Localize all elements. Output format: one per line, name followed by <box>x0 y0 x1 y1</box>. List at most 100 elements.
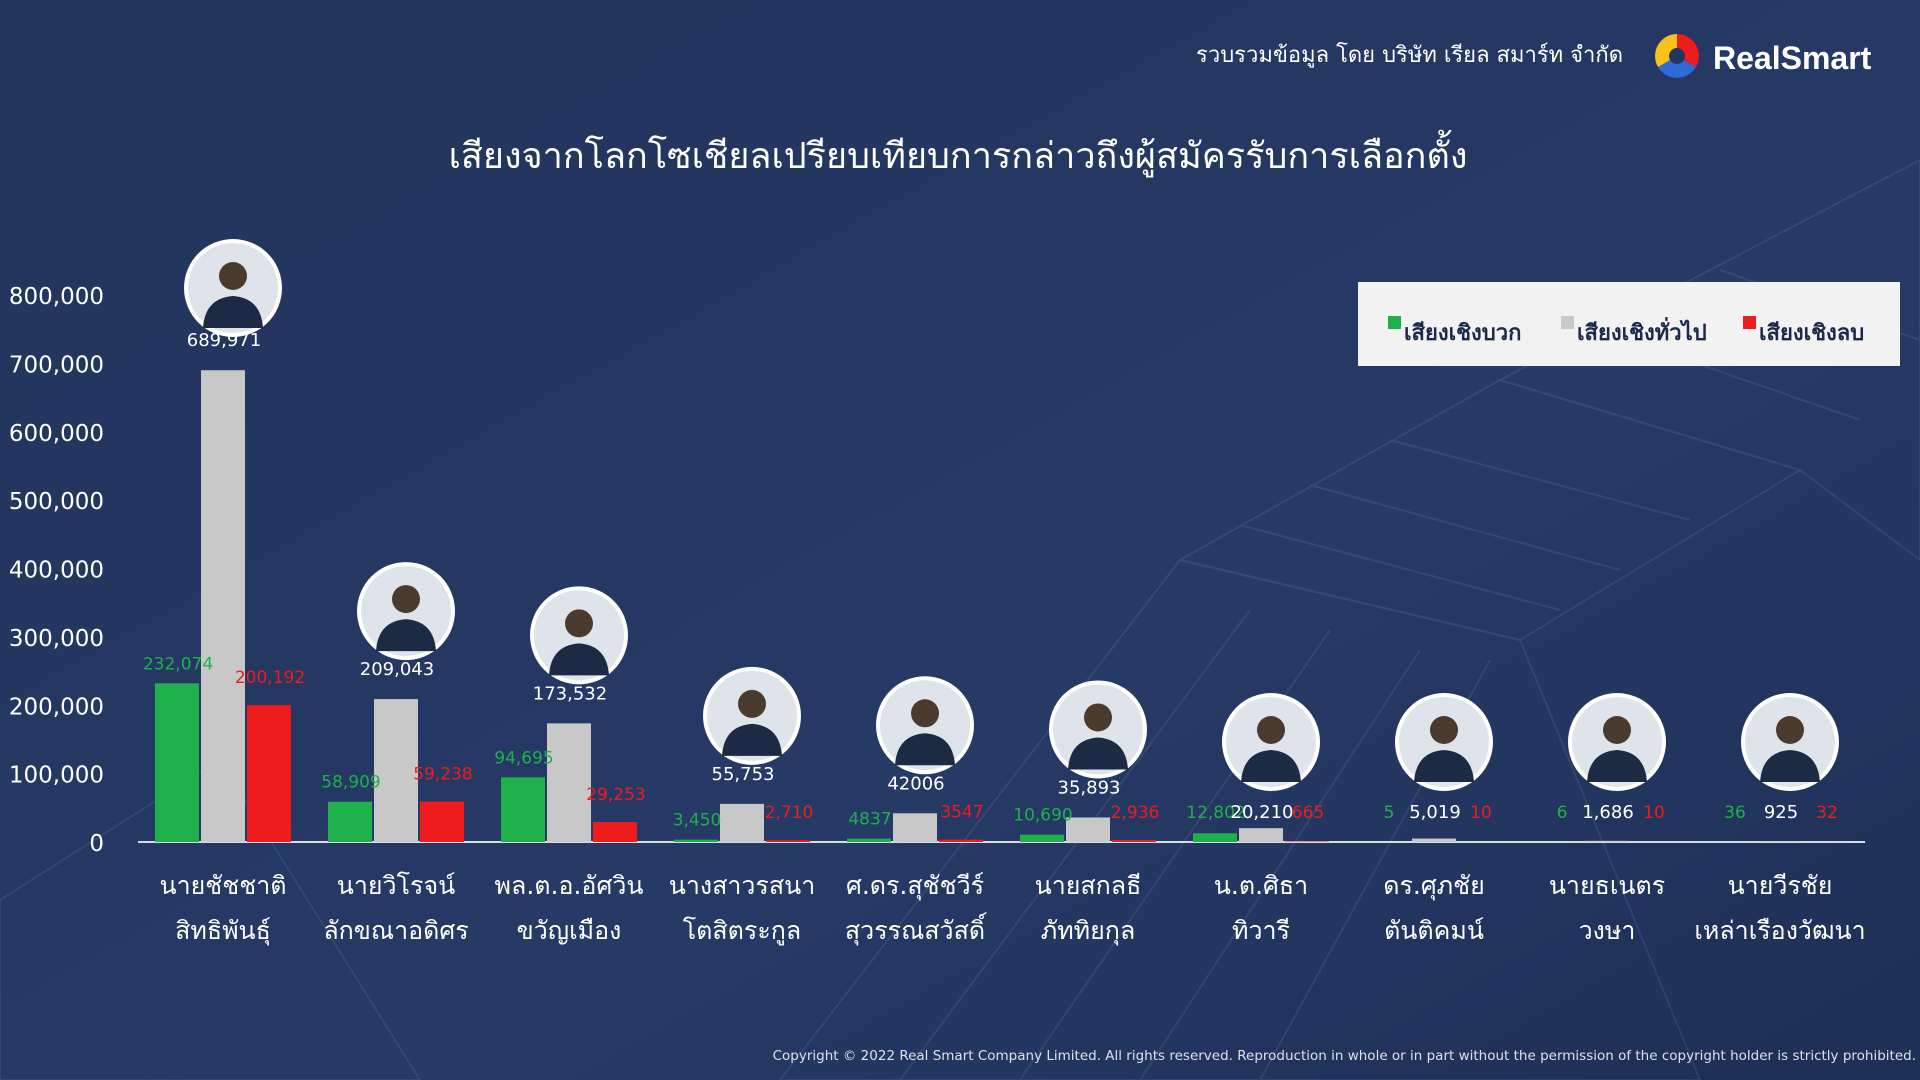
bar-neutral <box>1412 838 1456 842</box>
y-tick-label: 700,000 <box>9 352 104 378</box>
data-label-positive: 6 <box>1557 803 1568 823</box>
bar-neutral <box>720 803 764 842</box>
plot-area: 232,074689,971200,192นายชัชชาติสิทธิพันธ… <box>143 239 1866 946</box>
legend-label-positive: เสียงเชิงบวก <box>1404 321 1521 346</box>
candidate-avatar <box>530 586 628 685</box>
bar-neutral <box>201 370 245 842</box>
bar-neutral <box>893 813 937 842</box>
candidate-group: 94,695 173,532 29,253 พล.ต.อ.อัศวินขวัญเมือ… <box>494 586 646 945</box>
legend-label-negative: เสียงเชิงลบ <box>1759 321 1864 346</box>
legend-label-neutral: เสียงเชิงทั่วไป <box>1577 316 1707 346</box>
data-label-positive: 4837 <box>848 810 891 830</box>
data-label-neutral: 55,753 <box>712 764 775 785</box>
data-label-neutral: 35,893 <box>1058 777 1121 798</box>
data-label-negative: 2,710 <box>765 803 814 823</box>
data-label-positive: 94,695 <box>494 748 553 768</box>
x-category-label: ขวัญเมือง <box>517 916 622 945</box>
data-label-positive: 5 <box>1384 803 1395 823</box>
bar-neutral <box>1066 817 1110 842</box>
bar-neutral <box>1585 840 1629 842</box>
x-category-label: นายธเนตร <box>1549 871 1665 900</box>
data-label-positive: 36 <box>1724 803 1746 823</box>
candidate-avatar <box>1741 693 1839 791</box>
candidate-group: 4837 42006 3547 ศ.ดร.สุชัชวีร์สุวรรณสวัสดิ์ <box>845 676 987 946</box>
candidate-group: 10,690 35,893 2,936 นายสกลธีภัททิยกุล <box>1013 680 1159 946</box>
y-tick-label: 400,000 <box>9 558 104 584</box>
bar-negative <box>939 839 983 842</box>
candidate-avatar <box>1568 693 1666 791</box>
legend: เสียงเชิงบวก เสียงเชิงทั่วไป เสียงเชิงลบ <box>1358 282 1900 366</box>
x-category-label: น.ต.ศิธา <box>1214 871 1308 900</box>
data-label-neutral: 209,043 <box>360 659 434 680</box>
candidate-avatar <box>184 239 282 337</box>
brand-logo <box>1655 34 1699 78</box>
data-label-neutral: 20,210 <box>1231 802 1294 823</box>
data-label-negative: 59,238 <box>413 764 472 784</box>
x-category-label: ดร.ศุภชัย <box>1383 871 1485 901</box>
data-label-positive: 232,074 <box>143 654 213 674</box>
candidate-group: 5 5,019 10 ดร.ศุภชัยตันติคมน์ <box>1366 693 1502 945</box>
data-label-negative: 10 <box>1470 803 1492 823</box>
bar-positive <box>847 838 891 842</box>
x-category-label: ลักขณาอดิศร <box>323 916 468 945</box>
y-tick-label: 500,000 <box>9 489 104 515</box>
source-text: รวบรวมข้อมูล โดย บริษัท เรียล สมาร์ท จำก… <box>1196 42 1623 68</box>
data-label-neutral: 1,686 <box>1582 802 1634 823</box>
data-label-negative: 665 <box>1292 803 1324 823</box>
bar-positive <box>155 683 199 842</box>
bar-positive <box>501 777 545 842</box>
y-tick-label: 300,000 <box>9 626 104 652</box>
y-tick-label: 0 <box>89 831 104 857</box>
bar-neutral <box>374 699 418 842</box>
x-category-label: นายสกลธี <box>1035 871 1142 900</box>
legend-box <box>1358 282 1900 366</box>
bar-neutral <box>1239 828 1283 842</box>
bar-negative <box>247 705 291 842</box>
bar-positive <box>1020 834 1064 842</box>
x-category-label: นายวิโรจน์ <box>337 871 456 900</box>
data-label-negative: 32 <box>1816 803 1838 823</box>
bar-negative <box>593 821 637 842</box>
candidate-avatar <box>1222 693 1320 791</box>
data-label-positive: 12,802 <box>1186 803 1245 823</box>
legend-swatch-positive <box>1388 316 1401 329</box>
data-label-negative: 29,253 <box>586 785 645 805</box>
bar-negative <box>420 801 464 842</box>
data-label-neutral: 925 <box>1764 802 1798 823</box>
legend-swatch-negative <box>1743 316 1756 329</box>
y-tick-label: 600,000 <box>9 421 104 447</box>
data-label-neutral: 5,019 <box>1409 802 1461 823</box>
bar-negative <box>1112 839 1156 842</box>
x-category-label: ภัททิยกุล <box>1041 916 1136 946</box>
data-label-neutral: 173,532 <box>533 683 607 704</box>
x-category-label: ตันติคมน์ <box>1384 916 1484 945</box>
bar-positive <box>1193 833 1237 842</box>
x-category-label: นายวีรชัย <box>1728 871 1833 900</box>
data-label-negative: 200,192 <box>235 668 305 688</box>
chart-title: เสียงจากโลกโซเชียลเปรียบเทียบการกล่าวถึง… <box>449 129 1468 178</box>
data-label-positive: 3,450 <box>673 811 722 831</box>
x-category-label: วงษา <box>1579 916 1636 945</box>
y-tick-label: 200,000 <box>9 694 104 720</box>
copyright-text: Copyright © 2022 Real Smart Company Limi… <box>773 1048 1916 1064</box>
data-label-positive: 58,909 <box>321 773 380 793</box>
brand-name: RealSmart <box>1713 40 1872 76</box>
x-category-label: พล.ต.อ.อัศวิน <box>495 871 644 900</box>
data-label-negative: 3547 <box>940 803 983 823</box>
x-category-label: โตสิตระกูล <box>683 916 801 946</box>
candidate-group: 58,909 209,043 59,238 นายวิโรจน์ลักขณาอดิศร <box>321 562 473 945</box>
data-label-positive: 10,690 <box>1013 806 1072 826</box>
candidate-avatar <box>876 676 974 775</box>
bar-positive <box>328 801 372 842</box>
bar-neutral <box>1758 841 1802 842</box>
candidate-avatar <box>1395 693 1493 791</box>
candidate-avatar <box>703 666 801 765</box>
x-category-label: เหล่าเรืองวัฒนา <box>1694 916 1865 945</box>
data-label-neutral: 42006 <box>887 773 944 794</box>
y-tick-label: 800,000 <box>9 284 104 310</box>
x-category-label: นางสาวรสนา <box>669 871 815 900</box>
